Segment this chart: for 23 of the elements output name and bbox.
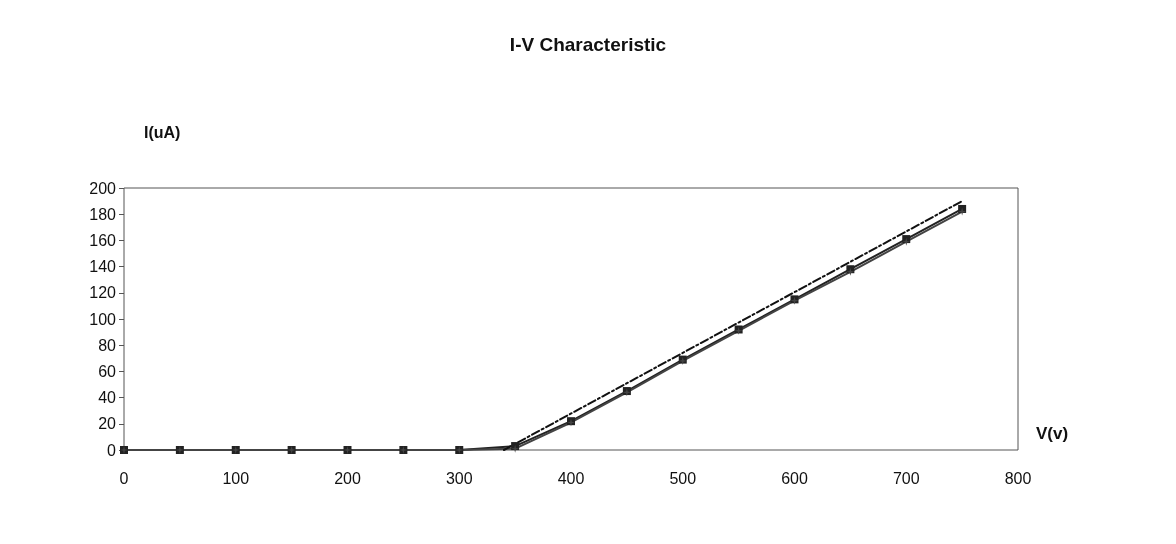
y-tick-label: 80 — [98, 336, 117, 354]
x-tick-label: 500 — [669, 469, 697, 487]
y-tick-label: 180 — [89, 205, 117, 223]
x-tick-label: 100 — [222, 469, 250, 487]
y-axis-title: I(uA) — [144, 123, 181, 141]
y-tick-label: 120 — [89, 284, 117, 302]
chart-title: I-V Characteristic — [509, 34, 667, 55]
x-tick-label: 800 — [1004, 469, 1032, 487]
y-tick-label: 0 — [107, 441, 117, 459]
y-tick-label: 40 — [98, 389, 117, 407]
y-tick-label: 60 — [98, 362, 117, 380]
x-tick-label: 300 — [445, 469, 473, 487]
x-tick-label: 700 — [892, 469, 920, 487]
x-tick-label: 400 — [557, 469, 585, 487]
y-tick-label: 200 — [89, 179, 117, 197]
x-axis-title: V(v) — [1036, 424, 1069, 443]
y-tick-label: 160 — [89, 231, 117, 249]
y-tick-label: 140 — [89, 258, 117, 276]
x-tick-label: 0 — [119, 469, 129, 487]
x-tick-label: 600 — [781, 469, 808, 487]
y-tick-label: 20 — [98, 415, 117, 433]
x-tick-label: 200 — [334, 469, 361, 487]
y-tick-label: 100 — [89, 310, 117, 328]
